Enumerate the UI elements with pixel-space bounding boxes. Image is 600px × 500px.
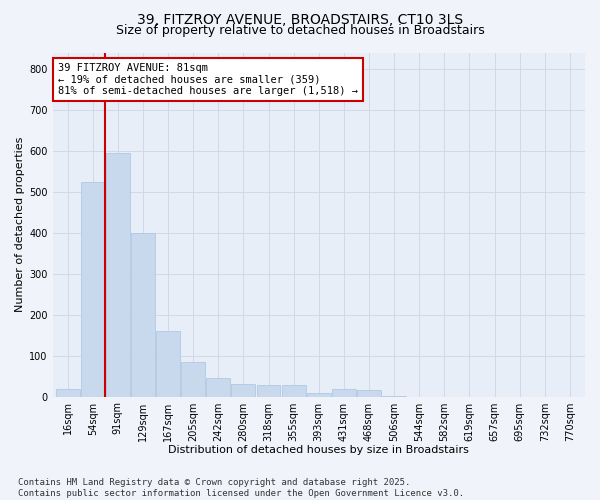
Bar <box>156 331 180 396</box>
Bar <box>232 384 256 396</box>
Bar <box>56 389 80 396</box>
Text: 39, FITZROY AVENUE, BROADSTAIRS, CT10 3LS: 39, FITZROY AVENUE, BROADSTAIRS, CT10 3L… <box>137 12 463 26</box>
Bar <box>206 378 230 396</box>
Text: Contains HM Land Registry data © Crown copyright and database right 2025.
Contai: Contains HM Land Registry data © Crown c… <box>18 478 464 498</box>
Bar <box>332 389 356 396</box>
X-axis label: Distribution of detached houses by size in Broadstairs: Distribution of detached houses by size … <box>169 445 469 455</box>
Bar <box>307 394 331 396</box>
Bar <box>106 153 130 396</box>
Bar <box>81 182 104 396</box>
Bar <box>131 232 155 396</box>
Y-axis label: Number of detached properties: Number of detached properties <box>15 137 25 312</box>
Bar <box>257 385 280 396</box>
Bar <box>357 390 381 396</box>
Bar <box>282 385 305 396</box>
Text: Size of property relative to detached houses in Broadstairs: Size of property relative to detached ho… <box>116 24 484 37</box>
Text: 39 FITZROY AVENUE: 81sqm
← 19% of detached houses are smaller (359)
81% of semi-: 39 FITZROY AVENUE: 81sqm ← 19% of detach… <box>58 63 358 96</box>
Bar <box>181 362 205 396</box>
